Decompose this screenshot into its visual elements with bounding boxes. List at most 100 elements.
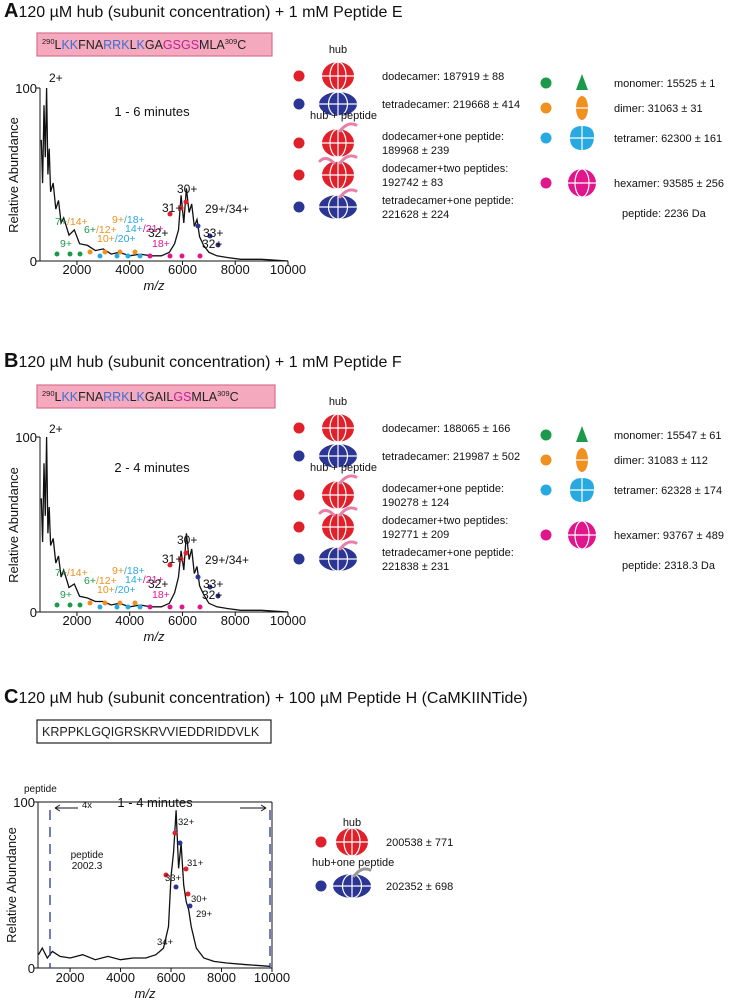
peak-dot [114, 253, 120, 259]
peak-label-part: peptide [24, 784, 57, 795]
icon [322, 61, 354, 91]
peak-label-part: 33+ [203, 226, 223, 240]
peak-label-part: 2+ [49, 422, 63, 436]
x-tick-label: 6000 [168, 262, 197, 277]
peak-label: 29+/34+ [205, 553, 249, 567]
x-tick-label: 8000 [221, 262, 250, 277]
peak-label-part: /18+ [124, 214, 145, 226]
legend-label: dodecamer+one peptide: [382, 131, 504, 143]
peak-label: 4x [82, 800, 92, 811]
sequence-part: 309 [225, 37, 238, 46]
peak-label: 33+ [165, 873, 182, 884]
icon [318, 154, 358, 190]
sequence: 290LKKFNARRKLKGAILGSMLA309C [42, 389, 239, 404]
peak-dot [102, 600, 108, 606]
legend-label: 189968 ± 239 [382, 145, 449, 157]
peak-dot [197, 604, 203, 610]
sequence-part: KRPPKLGQIGRSKRVVIEDDRIDDVLK [42, 725, 260, 739]
legend-dot [540, 77, 552, 89]
legend-dot [293, 521, 305, 533]
legend-heading: hub + peptide [310, 110, 377, 122]
peak-label-part: 9+ [112, 565, 124, 577]
peak-label-part: /14+ [67, 216, 88, 228]
peak-label-part: 32+ [148, 577, 168, 591]
legend-label: dodecamer+two peptides: [382, 163, 508, 175]
peak-dot [97, 253, 103, 259]
sequence-part: L [55, 38, 62, 52]
peak-label: 9+/18+ [112, 214, 145, 226]
peak-label: 32+ [148, 226, 168, 240]
x-tick-label: 8000 [207, 970, 236, 985]
peak-label: 30+ [191, 894, 208, 905]
legend-label: dodecamer+one peptide: [382, 483, 504, 495]
peak-label: 33+ [203, 577, 223, 591]
icon [576, 426, 588, 442]
x-tick-label: 4000 [115, 262, 144, 277]
icon-peptide [318, 156, 336, 165]
sequence-box [36, 384, 276, 409]
peak-label: 2002.3 [72, 861, 103, 872]
y-axis-label: Relative Abundance [6, 467, 21, 583]
peak-label-part: 18+ [152, 238, 170, 250]
sequence-part: FNA [78, 38, 104, 52]
peak-label: 7+/14+ [55, 567, 88, 579]
legend-dot [540, 132, 552, 144]
peak-label-part: 32+ [202, 588, 222, 602]
icon [576, 74, 588, 90]
title: 120 µM hub (subunit concentration) + 1 m… [18, 4, 402, 21]
peak-label: 6+/12+ [84, 575, 117, 587]
peak-dot [215, 242, 221, 248]
icon [570, 126, 594, 150]
sequence-part: L [55, 390, 62, 404]
y-tick-label: 100 [15, 81, 37, 96]
peak-label: 30+ [177, 533, 197, 547]
legend-dot [293, 70, 305, 82]
peak-label: 18+ [152, 238, 170, 250]
title: 120 µM hub (subunit concentration) + 1 m… [18, 354, 401, 371]
sequence-box [36, 32, 273, 57]
icon-peptide [338, 154, 358, 165]
legend-dot [315, 880, 327, 892]
legend-dot [293, 553, 305, 565]
peak-label: 6+/12+ [84, 224, 117, 236]
peak-dot [178, 205, 184, 211]
legend-label: 202352 ± 698 [386, 881, 453, 893]
icon [568, 168, 596, 198]
peak-dot [147, 253, 153, 259]
panel-label: B [4, 350, 18, 372]
peak-label-part: 14+ [125, 574, 143, 586]
peak-dot [195, 574, 201, 580]
icon [576, 96, 588, 120]
icon-peptide [318, 508, 336, 517]
icon [336, 827, 368, 857]
peptide-mass: peptide: 2318.3 Da [622, 560, 716, 572]
peak-label-part: /14+ [67, 567, 88, 579]
peak-dot [87, 600, 93, 606]
panel-label: A [4, 0, 18, 22]
sequence-part: KK [61, 38, 78, 52]
peak-label: 10+/20+ [97, 584, 136, 596]
peak-dot [97, 604, 103, 610]
peptide-mass: peptide: 2236 Da [622, 208, 707, 220]
legend-heading: hub [329, 44, 347, 56]
legend-dot [540, 529, 552, 541]
peak-dot [125, 253, 131, 259]
x-tick-label: 4000 [115, 613, 144, 628]
peak-label-part: 30+ [177, 533, 197, 547]
peak-dot [215, 593, 221, 599]
peak-label: 14+/21+ [125, 223, 164, 235]
peak-dot [183, 199, 189, 205]
legend-label: monomer: 15547 ± 61 [614, 430, 722, 442]
icon [568, 520, 596, 550]
icon [319, 188, 358, 220]
spectrum-line [37, 810, 270, 967]
title: 120 µM hub (subunit concentration) + 100… [18, 690, 527, 707]
peak-dot [102, 249, 108, 255]
legend-label: 190278 ± 124 [382, 497, 449, 509]
peak-dot [137, 253, 143, 259]
peak-label: 34+ [157, 937, 174, 948]
legend-dot [315, 836, 327, 848]
peak-dot [67, 602, 73, 608]
peak-label-part: /21+ [143, 223, 164, 235]
icon [318, 506, 358, 542]
